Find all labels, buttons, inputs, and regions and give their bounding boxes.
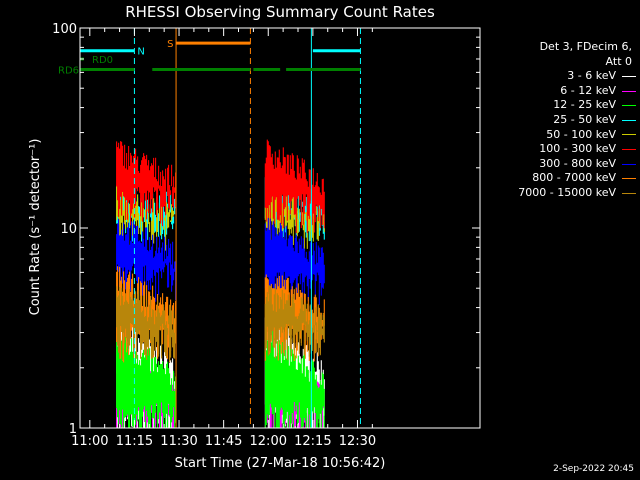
legend-entry-7: 800 - 7000 keV	[486, 171, 636, 186]
legend-label: 25 - 50 keV	[553, 112, 616, 126]
legend-entry-5: 100 - 300 keV	[486, 142, 636, 157]
legend-entry-6: 300 - 800 keV	[486, 157, 636, 172]
chart-title: RHESSI Observing Summary Count Rates	[125, 3, 435, 21]
y-axis-label: Count Rate (s⁻¹ detector⁻¹)	[28, 139, 43, 316]
legend-swatch	[622, 178, 636, 180]
legend-label: 800 - 7000 keV	[532, 171, 616, 185]
series-2-band-0	[116, 327, 177, 428]
legend-header-2: Att 0	[605, 54, 632, 68]
legend-swatch	[622, 105, 636, 107]
flag-n-label: N	[137, 47, 144, 58]
x-tick-label-3: 11:45	[205, 434, 242, 449]
legend-label: 100 - 300 keV	[539, 142, 616, 156]
legend-entry-3: 25 - 50 keV	[486, 113, 636, 128]
legend-entry-8: 7000 - 15000 keV	[486, 186, 636, 201]
legend-swatch	[622, 119, 636, 121]
series-6-band-0	[116, 218, 177, 302]
x-tick-label-2: 11:30	[160, 434, 197, 449]
legend-swatch	[622, 148, 636, 150]
y-tick-label-1: 10	[60, 222, 77, 237]
series-4-band-0	[116, 186, 175, 251]
series-8-band-0	[116, 286, 177, 361]
x-ticks: 11:00 11:15 11:30 11:45 12:00 12:15 12:30	[71, 28, 376, 449]
legend-label: 12 - 25 keV	[553, 98, 616, 112]
y-tick-label-2: 100	[52, 22, 77, 37]
legend-label: 300 - 800 keV	[539, 156, 616, 170]
legend-label: 50 - 100 keV	[546, 127, 616, 141]
x-tick-label-6: 12:30	[339, 434, 376, 449]
flag-s-label: S	[167, 39, 173, 50]
legend-entry-2: 12 - 25 keV	[486, 98, 636, 113]
legend-swatch	[622, 90, 636, 92]
legend-swatch	[622, 192, 636, 194]
legend-header-1: Det 3, FDecim 6,	[539, 40, 632, 53]
flag-rd0-label: RD0	[92, 55, 113, 66]
x-tick-label-5: 12:15	[294, 434, 331, 449]
legend-label: 3 - 6 keV	[567, 69, 616, 83]
x-tick-label-1: 11:15	[116, 434, 153, 449]
y-tick-label-0: 1	[69, 422, 77, 437]
axes-layer: 11:00 11:15 11:30 11:45 12:00 12:15 12:30 1 10 10…	[52, 22, 481, 449]
series-5-band-0	[116, 141, 177, 227]
legend-entry-0: 3 - 6 keV	[486, 69, 636, 84]
x-axis-label: Start Time (27-Mar-18 10:56:42)	[175, 456, 386, 471]
legend-rows: 3 - 6 keV 6 - 12 keV 12 - 25 keV 25 - 50 ke…	[486, 69, 636, 200]
x-tick-label-0: 11:00	[71, 434, 108, 449]
flag-layer: N S RD0 RD6	[58, 28, 361, 428]
legend-swatch	[622, 134, 636, 136]
legend: Det 3, FDecim 6, Att 0 3 - 6 keV 6 - 12 k…	[486, 40, 636, 201]
legend-swatch	[622, 163, 636, 165]
legend-entry-1: 6 - 12 keV	[486, 84, 636, 99]
legend-label: 7000 - 15000 keV	[518, 185, 616, 199]
legend-label: 6 - 12 keV	[560, 83, 616, 97]
legend-entry-4: 50 - 100 keV	[486, 128, 636, 143]
legend-swatch	[622, 75, 636, 77]
y-ticks: 1 10 100	[52, 22, 480, 437]
x-tick-label-4: 12:00	[250, 434, 287, 449]
flag-rd6-label: RD6	[58, 66, 79, 77]
series-5	[116, 139, 325, 234]
generation-timestamp: 2-Sep-2022 20:45	[553, 464, 634, 474]
